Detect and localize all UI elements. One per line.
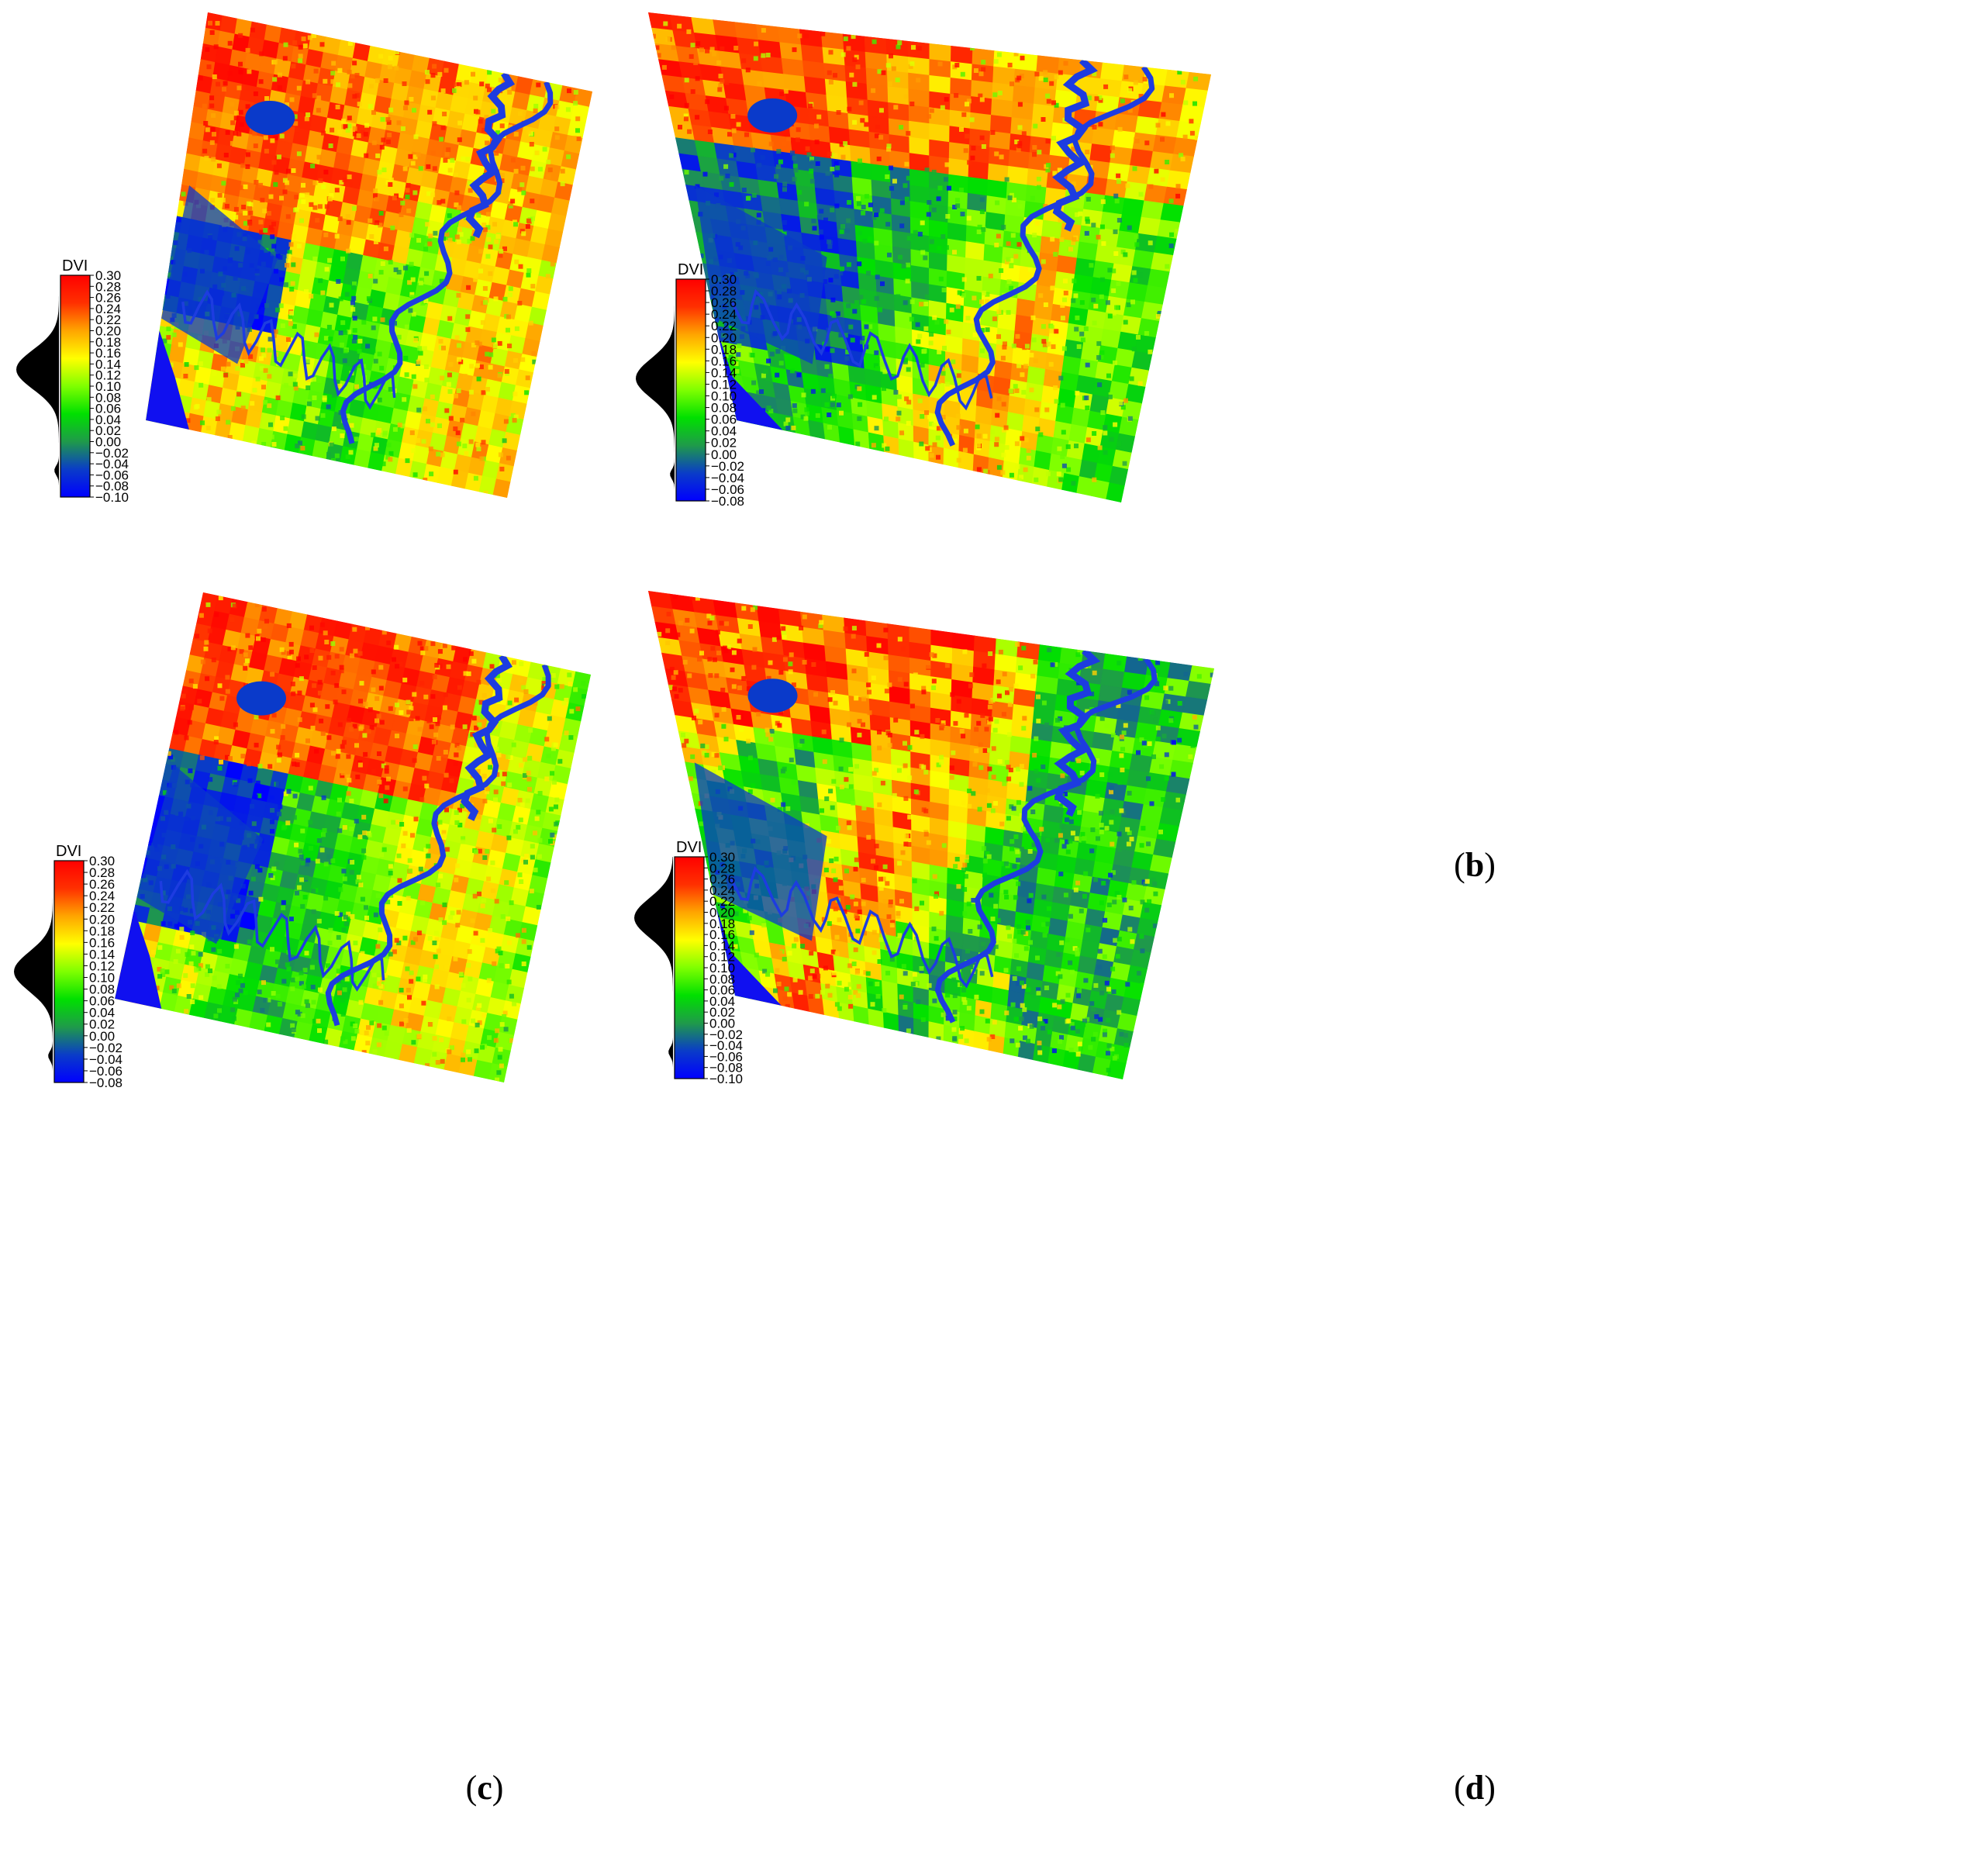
colorbar-title: DVI — [676, 839, 702, 856]
dvi-map-raster — [146, 12, 592, 498]
colorbar-title: DVI — [56, 843, 81, 860]
colorbar — [676, 279, 706, 501]
colorbar-tick-label: −0.08 — [711, 494, 744, 509]
inland-water-patch — [748, 678, 798, 713]
panel-d-caption-letter: d — [1465, 1769, 1484, 1807]
colorbar — [675, 857, 704, 1079]
panel-d-graphic: DVI0.300.280.260.240.220.200.180.160.140… — [994, 930, 1988, 1861]
inland-water-patch — [236, 682, 286, 716]
inland-water-patch — [747, 98, 797, 133]
inland-water-patch — [245, 101, 295, 135]
colorbar-tick-label: −0.08 — [89, 1076, 123, 1090]
colorbar-tick-label: −0.10 — [709, 1072, 743, 1086]
colorbar-title: DVI — [62, 257, 88, 274]
panel-d-caption: (d) — [1413, 1768, 1537, 1807]
colorbar-title: DVI — [678, 261, 703, 278]
panel-c-caption-letter: c — [477, 1769, 492, 1807]
panel-c-caption: (c) — [423, 1768, 547, 1807]
colorbar — [60, 275, 90, 497]
value-histogram — [16, 275, 59, 497]
colorbar-tick-label: −0.10 — [95, 490, 129, 505]
colorbar — [54, 861, 84, 1082]
panel-c-graphic: DVI0.300.280.260.240.220.200.180.160.140… — [0, 930, 994, 1861]
panel-b-caption-letter: b — [1465, 846, 1484, 884]
panel-b-caption: (b) — [1413, 845, 1537, 885]
